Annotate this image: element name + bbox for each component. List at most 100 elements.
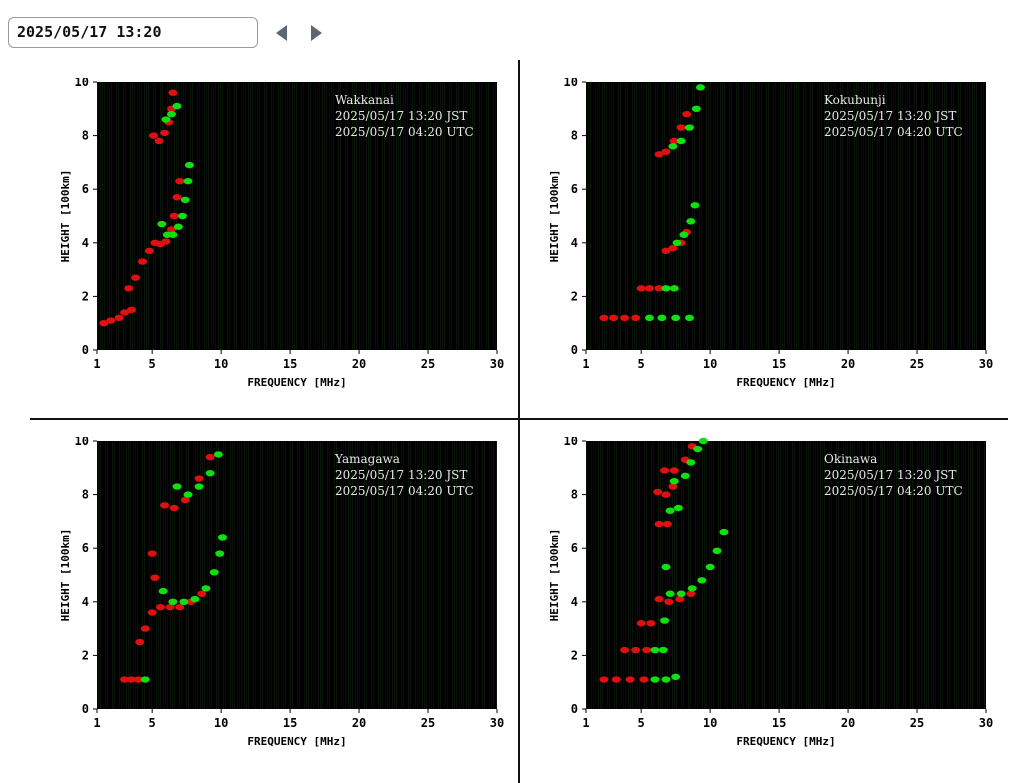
- noise-column: [431, 441, 432, 709]
- noise-column: [590, 82, 591, 350]
- noise-column: [819, 82, 820, 350]
- noise-column: [250, 82, 251, 350]
- noise-column: [264, 82, 265, 350]
- noise-column: [972, 441, 973, 709]
- noise-column: [782, 82, 783, 350]
- noise-column: [977, 441, 978, 709]
- x-trace-point: [719, 528, 729, 536]
- o-trace-point: [150, 574, 160, 581]
- noise-column: [595, 441, 596, 709]
- noise-column: [276, 441, 277, 709]
- datetime-input[interactable]: 2025/05/17 13:20: [8, 17, 258, 48]
- noise-column: [958, 82, 959, 350]
- o-trace-point: [682, 110, 692, 118]
- noise-column: [463, 441, 464, 709]
- noise-column: [794, 441, 795, 709]
- noise-column: [644, 441, 645, 709]
- x-trace-point: [172, 483, 182, 490]
- noise-column: [826, 82, 827, 350]
- noise-column: [389, 441, 390, 709]
- noise-column: [278, 82, 279, 350]
- y-tick-label: 6: [571, 182, 578, 196]
- time-jst: 2025/05/17 13:20 JST: [824, 468, 956, 482]
- noise-column: [373, 441, 374, 709]
- noise-column: [930, 82, 931, 350]
- noise-column: [125, 82, 126, 350]
- noise-column: [475, 441, 476, 709]
- x-trace-point: [679, 231, 689, 238]
- triangle-right-icon[interactable]: [306, 22, 326, 44]
- x-trace-point: [676, 590, 686, 597]
- noise-column: [440, 441, 441, 709]
- noise-column: [407, 82, 408, 350]
- noise-layer: [588, 82, 984, 350]
- noise-column: [887, 441, 888, 709]
- noise-column: [382, 82, 383, 350]
- noise-column: [746, 441, 747, 709]
- x-trace-point: [705, 563, 715, 571]
- noise-column: [190, 82, 191, 350]
- noise-column: [933, 441, 934, 709]
- x-trace-point: [209, 569, 219, 576]
- noise-column: [352, 82, 353, 350]
- noise-column: [134, 82, 135, 350]
- noise-column: [218, 82, 219, 350]
- x-trace-point: [650, 676, 660, 683]
- o-trace-point: [661, 148, 671, 155]
- x-tick-label: 10: [703, 716, 717, 730]
- noise-column: [396, 441, 397, 709]
- noise-column: [678, 82, 679, 350]
- noise-column: [285, 441, 286, 709]
- noise-column: [928, 82, 929, 350]
- o-trace-point: [654, 520, 664, 528]
- noise-column: [377, 82, 378, 350]
- noise-column: [188, 441, 189, 709]
- noise-column: [252, 82, 253, 350]
- x-trace-point: [687, 585, 697, 592]
- x-trace-point: [215, 550, 225, 557]
- x-trace-point: [161, 116, 171, 123]
- noise-column: [673, 82, 674, 350]
- x-trace-point: [693, 445, 703, 453]
- x-trace-point: [680, 472, 690, 480]
- o-trace-point: [599, 314, 609, 322]
- noise-column: [137, 82, 138, 350]
- o-trace-point: [668, 483, 678, 490]
- y-tick-label: 6: [82, 182, 89, 196]
- noise-column: [734, 441, 735, 709]
- noise-column: [801, 441, 802, 709]
- noise-column: [370, 82, 371, 350]
- noise-column: [942, 82, 943, 350]
- noise-column: [625, 82, 626, 350]
- noise-column: [812, 82, 813, 350]
- time-utc: 2025/05/17 04:20 UTC: [824, 125, 963, 139]
- x-trace-point: [218, 534, 228, 541]
- noise-column: [960, 82, 961, 350]
- noise-column: [229, 82, 230, 350]
- o-trace-point: [653, 488, 663, 496]
- x-tick-label: 10: [703, 357, 717, 371]
- noise-column: [604, 82, 605, 350]
- noise-column: [625, 441, 626, 709]
- noise-column: [419, 82, 420, 350]
- noise-column: [421, 82, 422, 350]
- noise-column: [905, 82, 906, 350]
- noise-column: [653, 441, 654, 709]
- noise-column: [868, 82, 869, 350]
- noise-column: [160, 441, 161, 709]
- noise-column: [702, 441, 703, 709]
- noise-column: [620, 82, 621, 350]
- noise-column: [902, 82, 903, 350]
- noise-column: [954, 441, 955, 709]
- x-trace-point: [690, 202, 700, 209]
- plot-background: [97, 441, 497, 709]
- noise-column: [743, 441, 744, 709]
- noise-column: [267, 441, 268, 709]
- noise-column: [105, 441, 106, 709]
- triangle-left-icon[interactable]: [272, 22, 292, 44]
- noise-column: [435, 82, 436, 350]
- y-axis-label: HEIGHT [100km]: [59, 529, 72, 622]
- x-trace-point: [661, 676, 671, 683]
- noise-column: [868, 441, 869, 709]
- o-trace-point: [138, 258, 148, 265]
